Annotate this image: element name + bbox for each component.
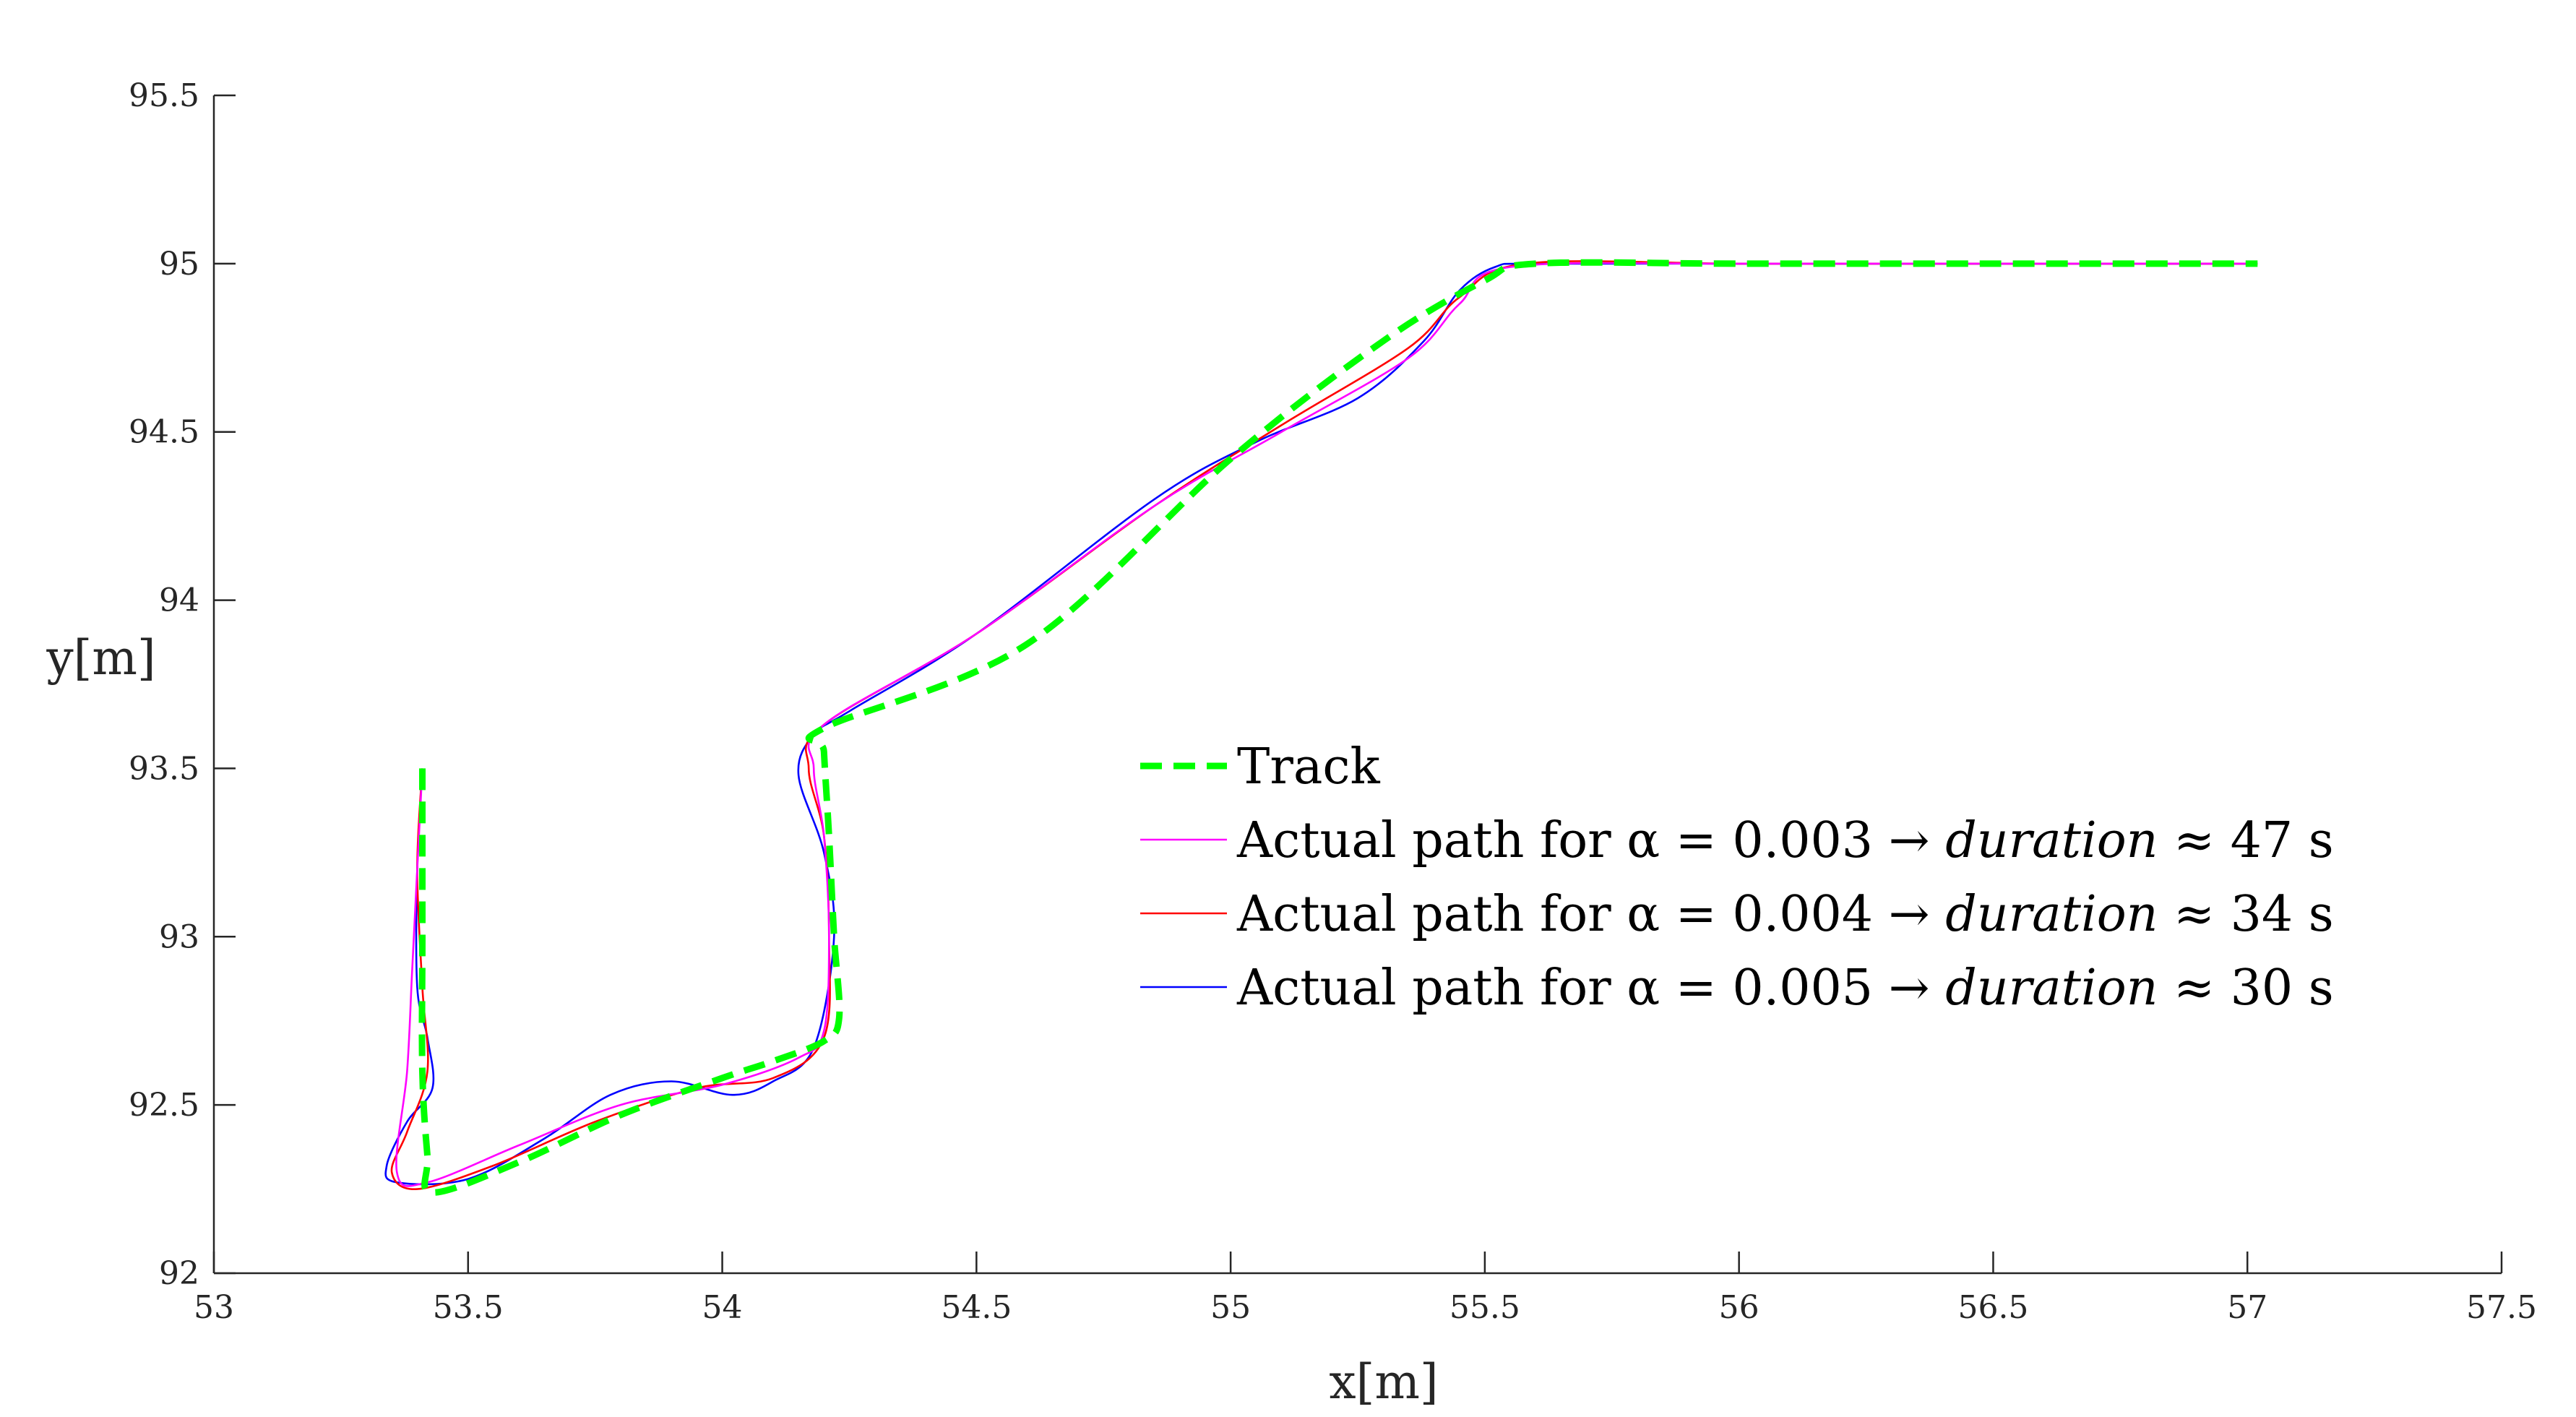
y-tick-label: 95.5: [129, 77, 199, 114]
series-line-3: [384, 262, 2258, 1186]
x-tick-label: 54: [702, 1289, 743, 1326]
series-line-2: [390, 260, 2258, 1190]
axes: 53 53.5 54 54.5 55 55.5 56 56.5 57 57.5 92 92.5 93 93…: [129, 77, 2537, 1326]
x-tick-label: 53: [194, 1289, 234, 1326]
y-tick-label: 92.5: [129, 1087, 199, 1124]
legend-text-suffix: ≈ 34 s: [2158, 886, 2333, 943]
y-tick-label: 93: [159, 918, 199, 955]
x-tick-label: 55: [1210, 1289, 1251, 1326]
x-tick-label: 53.5: [433, 1289, 504, 1326]
x-tick-label: 55.5: [1449, 1289, 1520, 1326]
x-tick-label: 56.5: [1957, 1289, 2028, 1326]
legend-entry-3: Actual path for α = 0.005 → duration ≈ 3…: [1236, 960, 2334, 1017]
plot-area: [384, 259, 2258, 1196]
x-tick-label: 56: [1719, 1289, 1759, 1326]
y-tick-label: 95: [159, 246, 199, 283]
legend-text-italic: duration: [1945, 886, 2158, 943]
x-axis-label: x[m]: [1329, 1354, 1438, 1410]
y-tick-label: 94: [159, 582, 199, 619]
legend-text-prefix: Actual path for α = 0.005 →: [1236, 960, 1945, 1017]
legend: Track Actual path for α = 0.003 → duratio…: [1140, 738, 2334, 1017]
x-tick-label: 54.5: [941, 1289, 1012, 1326]
legend-text-prefix: Actual path for α = 0.004 →: [1236, 886, 1945, 943]
series-line-0: [418, 259, 2258, 1196]
legend-text-italic: duration: [1945, 812, 2158, 869]
legend-entry-2: Actual path for α = 0.004 → duration ≈ 3…: [1236, 886, 2334, 943]
x-tick-label: 57.5: [2466, 1289, 2537, 1326]
y-tick-label: 92: [159, 1255, 199, 1292]
series-line-1: [395, 262, 2258, 1187]
legend-text-suffix: ≈ 30 s: [2158, 960, 2333, 1017]
y-tick-label: 94.5: [129, 414, 199, 451]
legend-text-italic: duration: [1945, 960, 2158, 1017]
legend-text-suffix: ≈ 47 s: [2158, 812, 2333, 869]
y-tick-label: 93.5: [129, 750, 199, 787]
legend-entry-0: Track: [1237, 738, 1380, 796]
x-tick-label: 57: [2227, 1289, 2267, 1326]
legend-entry-1: Actual path for α = 0.003 → duration ≈ 4…: [1236, 812, 2334, 869]
y-axis-label: y[m]: [46, 630, 155, 686]
legend-text-prefix: Actual path for α = 0.003 →: [1236, 812, 1945, 869]
